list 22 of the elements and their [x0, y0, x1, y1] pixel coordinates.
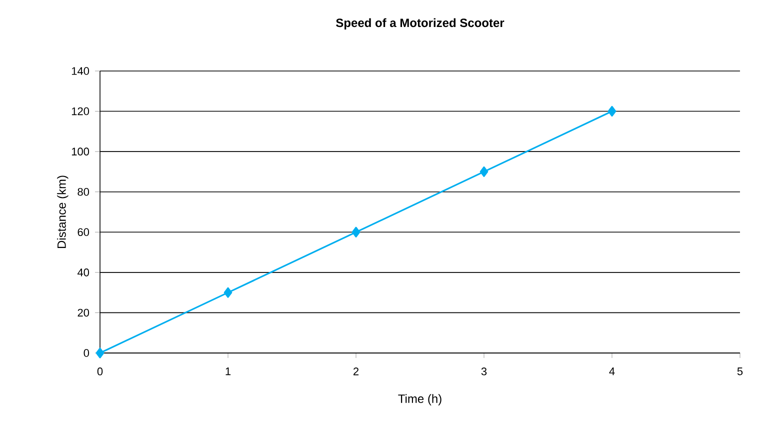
point — [352, 226, 360, 238]
y-tick-label: 120 — [72, 107, 90, 116]
y-axis-title: Distance (km) — [57, 176, 68, 248]
point — [480, 166, 488, 178]
point — [96, 348, 104, 358]
point — [224, 287, 232, 298]
y-tick-label: 0 — [84, 349, 90, 357]
y-tick-label: 140 — [72, 67, 90, 75]
x-tick-label: 3 — [481, 368, 487, 376]
point — [608, 106, 616, 117]
x-tick-label: 1 — [226, 368, 231, 376]
y-tick-label: 20 — [78, 308, 90, 317]
y-tick-label: 100 — [72, 148, 90, 156]
x-tick-label: 0 — [97, 368, 103, 376]
x-axis-title: Time (h) — [398, 394, 442, 406]
x-tick-label: 2 — [353, 368, 359, 376]
x-tick-label: 4 — [609, 368, 615, 376]
y-tick-label: 80 — [78, 188, 90, 196]
x-tick-label: 5 — [737, 368, 743, 376]
chart-title: Speed of a Motorized Scooter — [336, 18, 504, 30]
y-tick-label: 60 — [78, 228, 90, 236]
y-tick-label: 40 — [77, 268, 90, 276]
